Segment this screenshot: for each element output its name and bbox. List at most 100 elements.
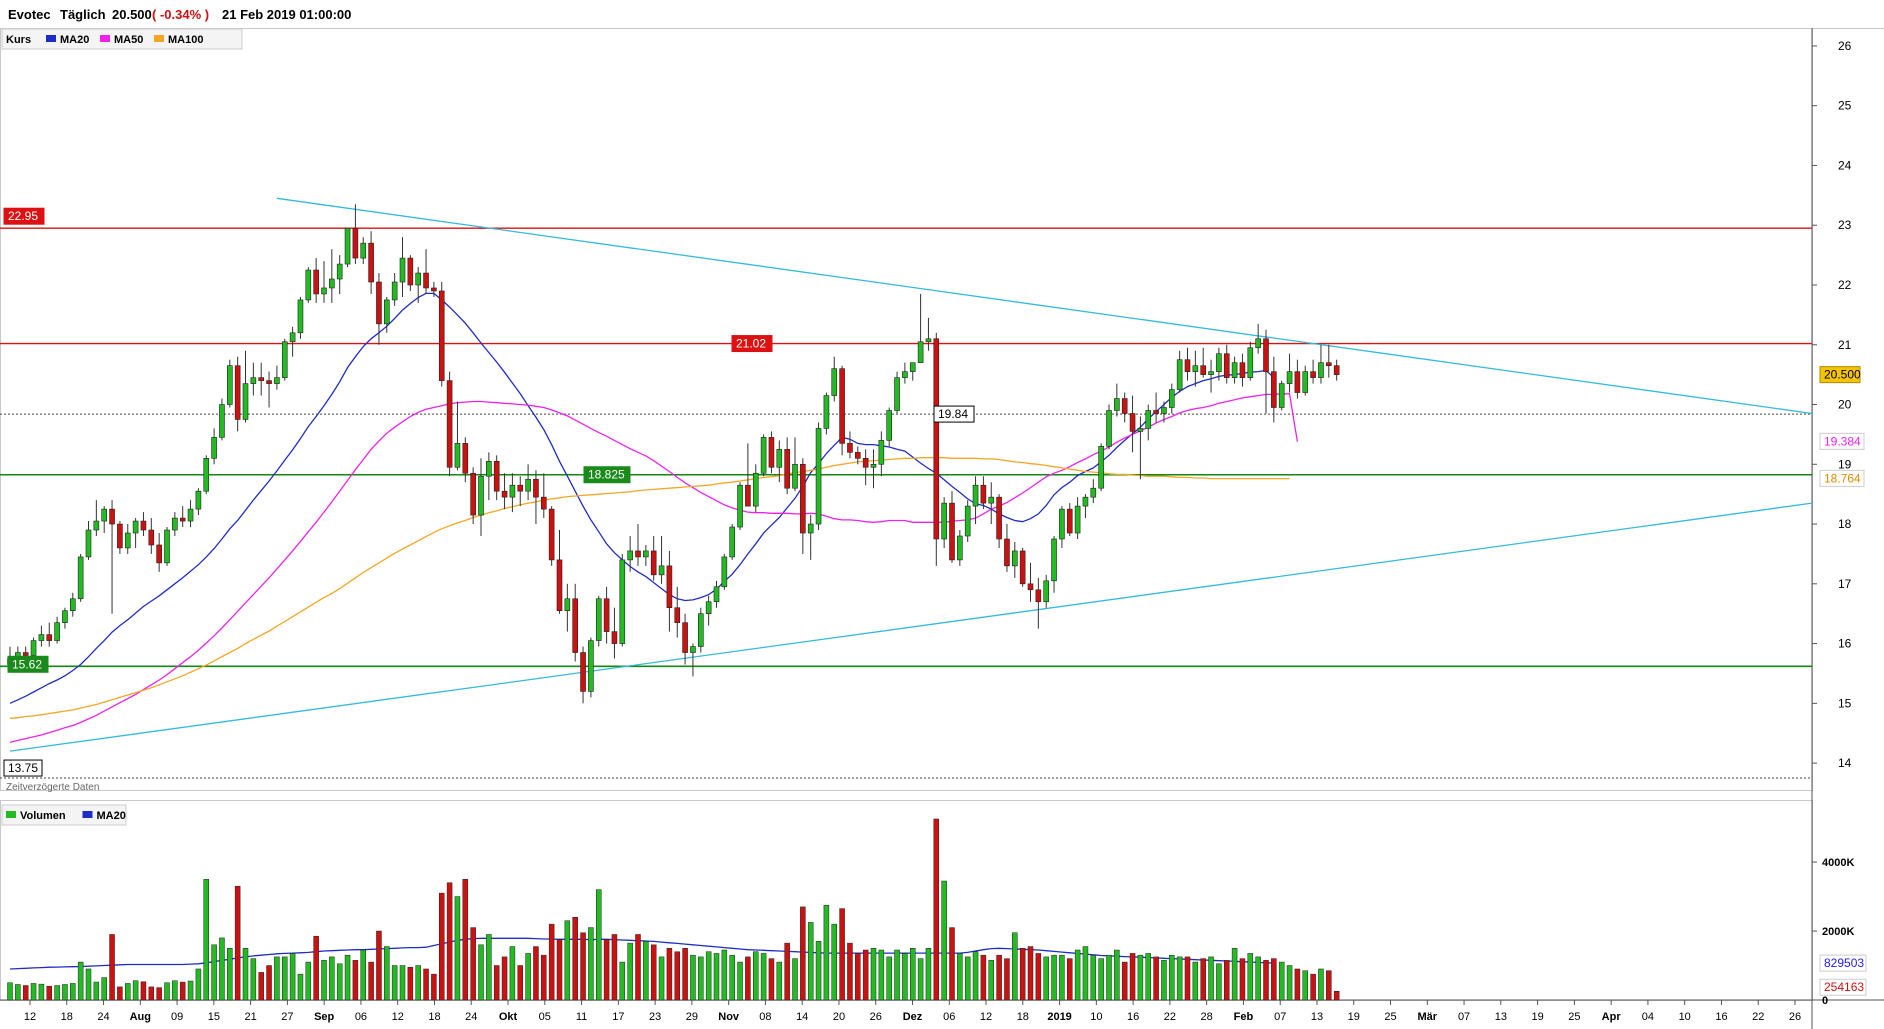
volume-bar bbox=[384, 946, 390, 1001]
volume-bar bbox=[1294, 968, 1301, 1001]
candle-up bbox=[1247, 347, 1254, 378]
volume-bar bbox=[132, 980, 139, 1001]
volume-bar bbox=[957, 953, 963, 1001]
volume-bar bbox=[1239, 958, 1246, 1001]
volume-bar bbox=[541, 954, 547, 1001]
volume-bar bbox=[1153, 956, 1159, 1001]
candle-up bbox=[454, 443, 461, 468]
volume-legend-swatch bbox=[82, 811, 93, 818]
volume-bar bbox=[179, 981, 186, 1001]
price-tick-label: 15 bbox=[1838, 696, 1852, 710]
candle-down bbox=[1310, 371, 1316, 378]
volume-bar bbox=[1286, 965, 1293, 1001]
volume-bar bbox=[172, 980, 178, 1001]
volume-bar bbox=[1035, 953, 1042, 1001]
candle-down bbox=[46, 634, 53, 641]
candle-up bbox=[941, 502, 947, 540]
candle-up bbox=[902, 371, 908, 378]
candle-down bbox=[1200, 365, 1206, 375]
level-label-21.02-box bbox=[731, 335, 773, 353]
volume-bar bbox=[1263, 960, 1269, 1001]
time-tick-label: 19 bbox=[1348, 1011, 1360, 1023]
candle-up bbox=[595, 598, 602, 641]
time-tick-label: 23 bbox=[649, 1011, 661, 1023]
candle-down bbox=[431, 287, 437, 292]
candle-up bbox=[321, 287, 327, 295]
candle-up bbox=[1074, 505, 1081, 534]
volume-bar bbox=[242, 948, 249, 1001]
candle-down bbox=[22, 652, 29, 656]
candle-up bbox=[85, 529, 92, 558]
volume-bar bbox=[933, 818, 940, 1001]
time-tick-label: 26 bbox=[870, 1011, 882, 1023]
time-tick-label: Dez bbox=[903, 1011, 923, 1023]
candle-up bbox=[870, 463, 877, 468]
time-tick-label: Aug bbox=[130, 1011, 151, 1023]
volume-bar bbox=[666, 948, 673, 1001]
volume-bar bbox=[823, 904, 830, 1001]
volume-bar bbox=[690, 954, 696, 1001]
ma20-line bbox=[9, 292, 1275, 704]
candle-down bbox=[1263, 338, 1269, 372]
candle-down bbox=[1066, 508, 1073, 534]
interval-label[interactable]: Täglich bbox=[60, 7, 106, 22]
volume-bar bbox=[195, 968, 202, 1001]
trendline bbox=[276, 197, 1813, 415]
volume-bar bbox=[352, 960, 359, 1001]
volume-bar bbox=[234, 885, 241, 1001]
last-price-badge: 20.500 bbox=[1824, 368, 1861, 382]
volume-tick-label: 0 bbox=[1822, 995, 1828, 1007]
volume-bar bbox=[509, 946, 516, 1001]
price-legend-label: MA50 bbox=[114, 34, 143, 46]
candle-up bbox=[124, 532, 131, 549]
time-tick-label: 21 bbox=[245, 1011, 257, 1023]
volume-bar bbox=[1074, 949, 1081, 1001]
volume-bar bbox=[737, 961, 743, 1001]
time-tick-label: 17 bbox=[612, 1011, 624, 1023]
candle-up bbox=[242, 383, 249, 420]
price-tick-label: 20 bbox=[1838, 398, 1852, 412]
candle-down bbox=[839, 368, 845, 444]
candle-down bbox=[1004, 538, 1010, 567]
candle-up bbox=[415, 272, 422, 286]
time-tick-label: Apr bbox=[1602, 1011, 1622, 1023]
time-tick-label: 12 bbox=[24, 1011, 36, 1023]
volume-bar bbox=[70, 983, 76, 1001]
time-tick-label: Feb bbox=[1234, 1011, 1254, 1023]
time-tick-label: 16 bbox=[1715, 1011, 1727, 1023]
volume-bar bbox=[1192, 961, 1199, 1001]
candle-up bbox=[1090, 487, 1097, 498]
volume-bar bbox=[988, 960, 994, 1001]
volume-bar bbox=[611, 934, 618, 1001]
volume-bar bbox=[972, 951, 979, 1001]
volume-bar bbox=[996, 954, 1002, 1001]
candle-up bbox=[1176, 359, 1183, 390]
volume-bar bbox=[1302, 970, 1308, 1001]
time-tick-label: 12 bbox=[392, 1011, 404, 1023]
candle-down bbox=[1153, 410, 1159, 414]
volume-legend-box bbox=[1, 804, 127, 826]
time-tick-label: 2019 bbox=[1047, 1011, 1071, 1023]
volume-bar bbox=[1121, 961, 1128, 1001]
volume-bar bbox=[1310, 973, 1316, 1001]
candle-down bbox=[635, 550, 641, 558]
candle-up bbox=[1082, 496, 1089, 507]
price-tick-label: 25 bbox=[1838, 99, 1852, 113]
time-tick-label: 16 bbox=[1127, 1011, 1139, 1023]
candle-down bbox=[800, 463, 806, 534]
candle-down bbox=[674, 607, 681, 623]
candle-up bbox=[1318, 362, 1324, 378]
volume-bar bbox=[211, 944, 217, 1001]
volume-bar bbox=[674, 951, 680, 1001]
candle-up bbox=[713, 586, 720, 603]
volume-bar bbox=[125, 983, 131, 1001]
volume-bar bbox=[643, 941, 649, 1001]
volume-bar bbox=[580, 932, 586, 1001]
time-tick-label: 18 bbox=[1017, 1011, 1029, 1023]
volume-bar bbox=[1333, 990, 1340, 1001]
time-tick-label: 15 bbox=[208, 1011, 220, 1023]
volume-bar bbox=[941, 880, 947, 1001]
volume-bar bbox=[753, 951, 759, 1001]
time-tick-label: 18 bbox=[61, 1011, 73, 1023]
